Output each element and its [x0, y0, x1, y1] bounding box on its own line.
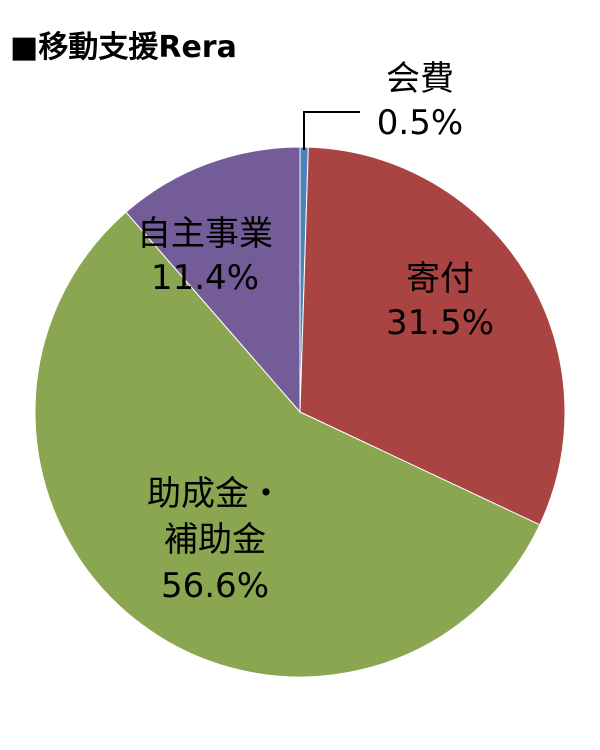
- pie-slice-3: [125, 146, 301, 414]
- pie-slice-1: [299, 146, 566, 526]
- slice-name: 会費: [386, 59, 454, 99]
- slice-name: 補助金: [164, 520, 266, 560]
- slice-value: 31.5%: [386, 303, 494, 343]
- slice-name: 自主事業: [137, 214, 273, 254]
- slice-name: 助成金・: [147, 474, 283, 514]
- pie-slice-2: [34, 211, 541, 678]
- leader-line: [303, 111, 360, 150]
- slice-label-0: 会費 0.5%: [377, 59, 463, 143]
- slice-name: 寄付: [406, 259, 474, 299]
- slice-label-3: 自主事業 11.4%: [137, 214, 273, 298]
- slice-label-1: 寄付 31.5%: [386, 259, 494, 343]
- slice-value: 11.4%: [151, 258, 259, 298]
- pie-slices: [34, 146, 566, 678]
- slice-value: 0.5%: [377, 103, 463, 143]
- pie-labels: 会費 0.5% 寄付 31.5% 助成金・補助金 56.6% 自主事業 11.4%: [137, 59, 494, 606]
- slice-value: 56.6%: [161, 566, 269, 606]
- slice-label-2: 助成金・補助金 56.6%: [147, 474, 283, 606]
- chart-title: ■移動支援Rera: [10, 30, 237, 65]
